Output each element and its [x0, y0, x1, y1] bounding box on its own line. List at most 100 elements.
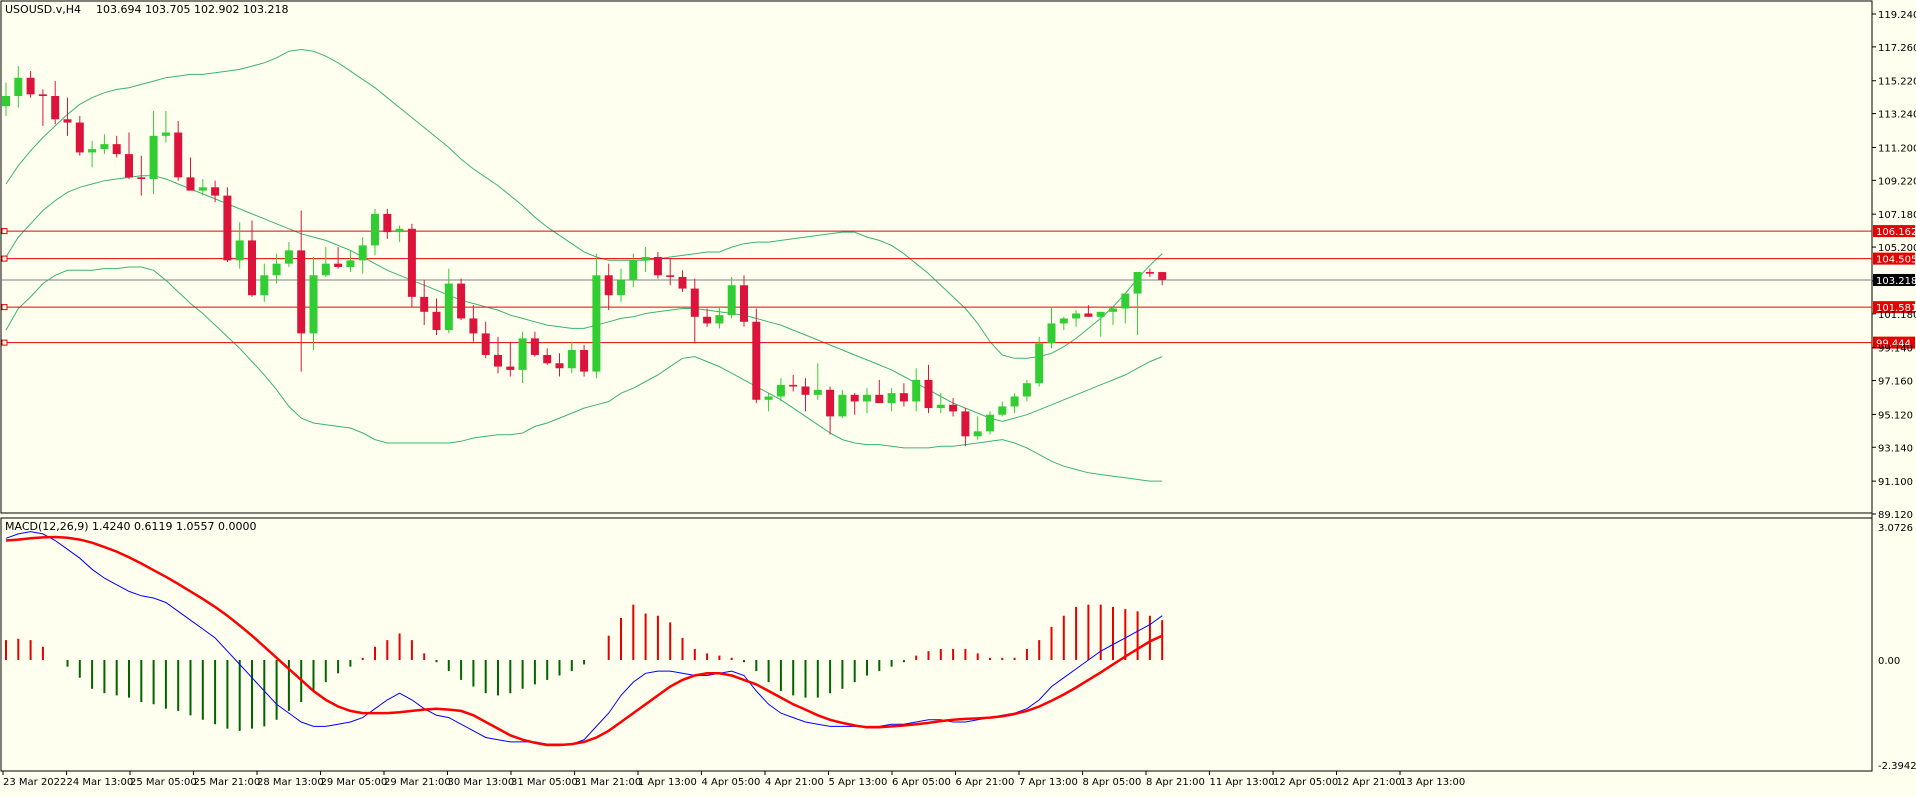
bear-candle: [826, 389, 835, 417]
bull-candle: [641, 257, 650, 261]
bull-candle: [198, 187, 207, 191]
bull-candle: [395, 228, 404, 233]
bear-candle: [1158, 272, 1167, 280]
current-price-label: 103.218: [1876, 276, 1916, 287]
level-anchor-handle[interactable]: [1, 255, 8, 262]
level-anchor-handle[interactable]: [1, 339, 8, 346]
bull-candle: [776, 384, 785, 397]
bull-candle: [518, 338, 527, 370]
bull-candle: [100, 144, 109, 150]
price-tick-label: 97.160: [1878, 377, 1913, 388]
bear-candle: [383, 213, 392, 233]
time-tick-label: 25 Mar 21:00: [194, 777, 261, 788]
bear-candle: [432, 311, 441, 331]
level-price-label-bg: [1873, 225, 1915, 238]
time-tick-label: 6 Apr 21:00: [956, 777, 1015, 788]
bollinger-bands: [5, 48, 1163, 482]
bear-candle: [1145, 271, 1154, 274]
bull-candle: [284, 250, 293, 264]
macd-panel[interactable]: [0, 517, 1873, 772]
bull-candle: [272, 263, 281, 276]
bear-candle: [125, 154, 133, 178]
bollinger-lower-line: [5, 266, 1163, 482]
bull-candle: [629, 260, 638, 281]
bear-candle: [875, 394, 884, 404]
bear-candle: [211, 187, 220, 196]
bull-candle: [863, 394, 871, 402]
level-anchor-handle[interactable]: [1, 304, 8, 311]
price-panel[interactable]: [0, 0, 1873, 514]
time-tick-label: 7 Apr 13:00: [1019, 777, 1078, 788]
bull-candle: [715, 315, 724, 324]
bear-candle: [653, 257, 662, 276]
time-tick-label: 24 Mar 13:00: [67, 777, 134, 788]
level-price-label-bg: [1873, 336, 1915, 349]
bull-candle: [912, 379, 921, 402]
bear-candle: [407, 228, 416, 297]
bull-candle: [936, 404, 945, 409]
bear-candle: [137, 177, 146, 180]
current-price-label-bg: [1873, 273, 1915, 286]
bear-candle: [469, 318, 478, 334]
bull-candle: [346, 260, 355, 267]
bear-candle: [678, 276, 687, 289]
bear-candle: [949, 404, 958, 412]
time-tick-label: 29 Mar 05:00: [321, 777, 388, 788]
bull-candle: [1096, 311, 1105, 317]
bull-candle: [149, 135, 158, 180]
macd-header: MACD(12,26,9) 1.4240 0.6119 1.0557 0.000…: [5, 520, 257, 533]
bull-candle: [1022, 383, 1031, 397]
macd-signal-line: [5, 535, 1163, 747]
bear-candle: [543, 354, 552, 364]
bear-candle: [924, 379, 933, 409]
macd-axis: 3.0726 0.00 -2.3942: [1878, 523, 1916, 772]
level-price-label-bg: [1873, 252, 1915, 265]
time-tick-label: 28 Mar 13:00: [257, 777, 324, 788]
bollinger-middle-line: [5, 175, 1163, 422]
bull-candle: [727, 285, 736, 316]
bull-candle: [592, 275, 601, 372]
bear-candle: [26, 77, 35, 95]
bear-candle: [1084, 313, 1093, 317]
bear-candle: [494, 354, 502, 367]
macd-tick-label: 0.00: [1878, 656, 1900, 667]
level-price-label-bg: [1873, 301, 1915, 314]
bull-candle: [764, 396, 773, 400]
bear-candle: [248, 240, 256, 296]
bear-candle: [38, 94, 47, 97]
price-tick-label: 119.240: [1878, 10, 1916, 21]
bear-candle: [961, 411, 970, 437]
bear-candle: [690, 288, 699, 317]
bear-candle: [789, 384, 798, 387]
price-tick-label: 99.140: [1878, 344, 1913, 355]
price-tick-label: 109.220: [1878, 176, 1916, 187]
price-tick-label: 93.140: [1878, 443, 1913, 454]
macd-main-line: [5, 531, 1163, 745]
bear-candle: [604, 275, 613, 296]
level-price-label: 106.162: [1876, 227, 1916, 238]
bull-candle: [973, 431, 982, 437]
bear-candle: [420, 296, 429, 312]
level-price-label: 99.444: [1876, 339, 1911, 350]
price-tick-label: 95.120: [1878, 410, 1913, 421]
price-tick-label: 91.100: [1878, 477, 1913, 488]
level-price-label: 101.581: [1876, 303, 1916, 314]
price-tick-label: 107.180: [1878, 210, 1916, 221]
bull-candle: [838, 394, 847, 417]
candles: [2, 66, 1167, 447]
bull-candle: [88, 149, 97, 153]
time-tick-label: 31 Mar 21:00: [575, 777, 642, 788]
bear-candle: [186, 177, 195, 191]
bear-candle: [703, 316, 712, 324]
time-tick-label: 12 Apr 21:00: [1337, 777, 1402, 788]
bull-candle: [235, 240, 244, 261]
bear-candle: [174, 132, 183, 178]
bull-candle: [14, 77, 23, 97]
macd-tick-label: 3.0726: [1878, 523, 1913, 534]
level-anchor-handle[interactable]: [1, 228, 8, 235]
time-tick-label: 12 Apr 05:00: [1273, 777, 1338, 788]
bear-candle: [51, 96, 60, 120]
bull-candle: [1059, 318, 1068, 324]
